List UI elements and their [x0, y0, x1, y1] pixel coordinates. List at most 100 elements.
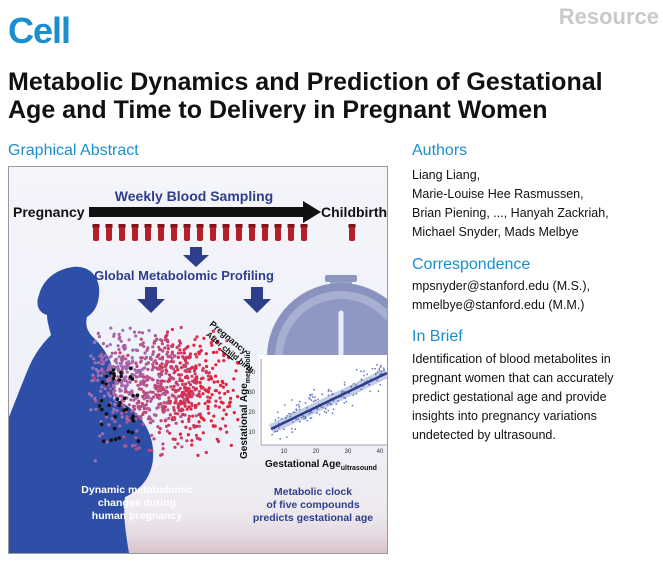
plot-point: [318, 413, 321, 416]
plot-point: [326, 403, 329, 406]
pca-point: [141, 373, 145, 377]
pca-point: [191, 379, 195, 383]
pca-point-postpartum: [131, 414, 136, 418]
pca-point: [171, 387, 175, 391]
plot-point: [379, 383, 382, 386]
pca-point: [92, 357, 96, 361]
pca-point: [146, 361, 150, 365]
pca-point: [212, 414, 216, 418]
pca-point: [152, 339, 157, 344]
pca-point: [170, 356, 174, 360]
plot-point: [367, 383, 370, 386]
in-brief-heading: In Brief: [412, 328, 463, 345]
blood-tube-icon: [196, 224, 204, 241]
plot-point: [301, 416, 303, 419]
pca-point: [190, 365, 194, 369]
left-caption-line: human pregnancy: [92, 510, 183, 522]
blood-tube-icon: [131, 224, 139, 241]
pca-point: [99, 368, 104, 372]
pca-point: [151, 352, 155, 356]
pca-point-postpartum: [109, 371, 113, 375]
pca-point: [181, 391, 185, 395]
pca-point: [120, 356, 124, 360]
pca-point: [159, 389, 163, 393]
pca-point: [141, 379, 146, 383]
plot-point: [284, 417, 287, 420]
pca-point-postpartum: [117, 403, 121, 408]
pca-point: [187, 400, 191, 404]
plot-point: [290, 427, 293, 430]
pca-point: [107, 423, 111, 427]
pca-point: [176, 442, 180, 446]
pca-point: [176, 351, 180, 355]
pca-point: [114, 382, 118, 386]
pca-point: [225, 430, 229, 434]
author-line: Michael Snyder, Mads Melbye: [412, 225, 579, 239]
plot-point: [380, 364, 382, 367]
pca-point: [156, 389, 160, 393]
pca-point: [104, 415, 109, 419]
pca-point: [123, 378, 128, 383]
pca-point: [130, 390, 134, 394]
pca-point: [111, 410, 115, 414]
pca-point: [146, 378, 150, 382]
pca-point: [224, 412, 228, 416]
pca-point: [209, 419, 213, 423]
pca-point: [167, 373, 172, 377]
pca-point: [103, 387, 107, 391]
pca-point: [182, 356, 186, 360]
pca-point: [169, 375, 173, 380]
in-brief-text: Identification of blood metabolites in p…: [412, 350, 660, 445]
pca-point: [109, 387, 113, 391]
pca-point: [144, 403, 148, 407]
pca-point: [97, 335, 102, 339]
pca-point-postpartum: [115, 397, 120, 402]
pca-point: [167, 396, 171, 400]
plot-point: [298, 408, 301, 411]
correspondence-email[interactable]: mpsnyder@stanford.edu (M.S.),: [412, 279, 591, 293]
pca-point: [216, 439, 220, 444]
pca-point: [89, 394, 94, 398]
plot-point: [313, 388, 315, 391]
pca-point: [178, 361, 182, 365]
pca-point: [117, 355, 121, 359]
pca-point: [187, 419, 191, 423]
pca-point: [181, 383, 185, 387]
plot-point: [378, 369, 381, 372]
pca-point: [132, 398, 136, 402]
pca-point: [167, 355, 172, 359]
plot-point: [332, 408, 335, 410]
left-caption-line: Dynamic metabolomic: [81, 484, 193, 496]
pca-point: [122, 365, 126, 369]
pca-point: [100, 356, 105, 360]
pca-point: [188, 355, 192, 359]
pca-point: [213, 404, 218, 408]
pca-point: [201, 366, 205, 371]
plot-point: [345, 400, 348, 403]
pca-point: [194, 366, 198, 370]
pca-point: [206, 404, 210, 409]
pca-point: [192, 369, 197, 373]
plot-point: [374, 367, 376, 370]
pca-point: [201, 431, 205, 435]
pca-point: [176, 412, 180, 416]
pca-point: [145, 399, 149, 403]
pca-point: [161, 349, 165, 353]
pca-point: [211, 366, 215, 370]
plot-point: [329, 402, 332, 405]
pca-point: [140, 402, 144, 406]
pca-point-postpartum: [111, 368, 116, 372]
pca-point: [162, 391, 166, 395]
plot-point: [299, 420, 301, 423]
profiling-label: Global Metabolomic Profiling: [94, 268, 274, 283]
pca-point: [131, 348, 135, 352]
plot-point: [314, 396, 316, 398]
correspondence-email[interactable]: mmelbye@stanford.edu (M.M.): [412, 298, 585, 312]
plot-point: [360, 379, 363, 382]
pca-point: [171, 367, 175, 371]
pca-point: [177, 408, 181, 412]
pca-point: [135, 401, 139, 405]
pca-point: [142, 383, 146, 387]
plot-point: [327, 394, 330, 397]
pca-point-postpartum: [129, 366, 133, 371]
